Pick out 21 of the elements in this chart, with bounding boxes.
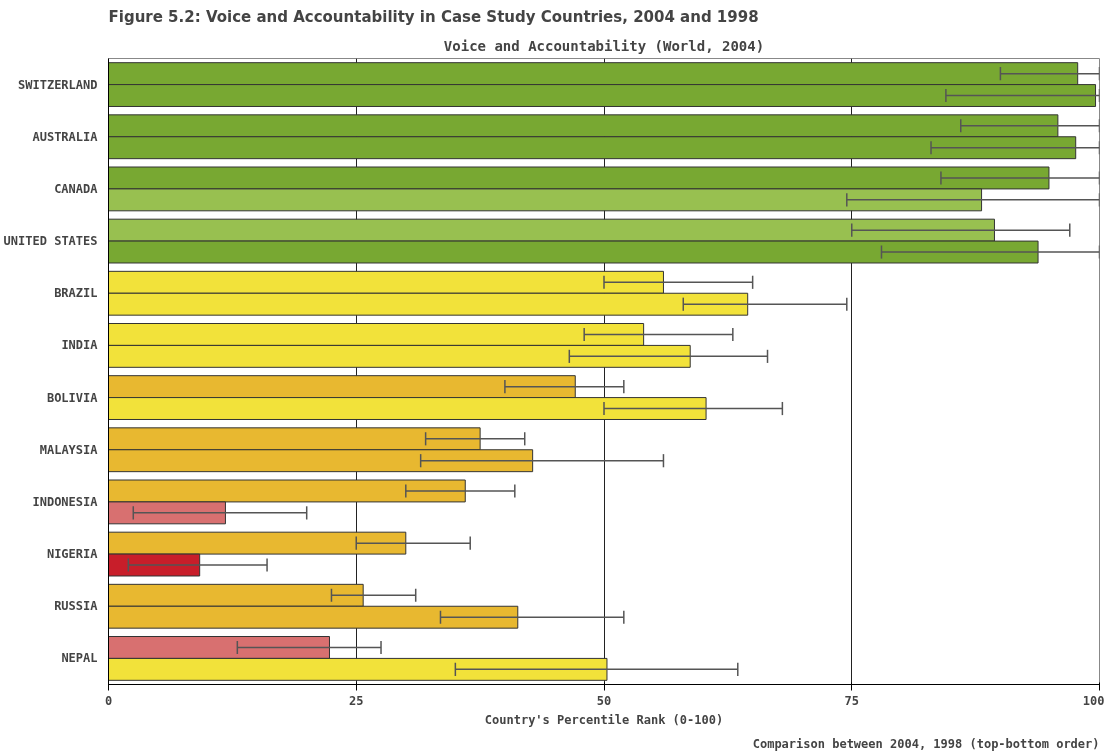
x-tick-label: 0 xyxy=(104,693,113,708)
chart-subtitle: Voice and Accountability (World, 2004) xyxy=(443,37,765,54)
y-tick-label: RUSSIA xyxy=(54,599,99,614)
y-tick-label: SWITZERLAND xyxy=(18,77,98,92)
x-tick-label: 75 xyxy=(844,693,859,708)
y-tick-label: BOLIVIA xyxy=(46,390,99,405)
x-tick-label: 25 xyxy=(349,693,364,708)
y-tick-label: MALAYSIA xyxy=(39,442,99,457)
y-tick-label: UNITED STATES xyxy=(3,234,98,249)
text: Comparison between 2004, 1998 (top-bottom order) xyxy=(752,736,1100,751)
y-tick-label: AUSTRALIA xyxy=(32,129,99,144)
y-tick-label: NEPAL xyxy=(61,651,98,666)
y-tick-label: BRAZIL xyxy=(54,286,98,301)
chart-title: Figure 5.2: Voice and Accountability in Case Study Countries, 2004 and 1998 xyxy=(108,7,759,26)
x-tick-label: 50 xyxy=(596,693,612,708)
y-tick-label: INDONESIA xyxy=(32,494,99,509)
x-axis-title: Country's Percentile Rank (0-100) xyxy=(484,712,724,727)
y-tick-label: CANADA xyxy=(54,181,99,196)
x-tick-label: 100 xyxy=(1082,693,1104,708)
y-tick-label: NIGERIA xyxy=(46,547,99,562)
y-tick-label: INDIA xyxy=(61,338,99,353)
